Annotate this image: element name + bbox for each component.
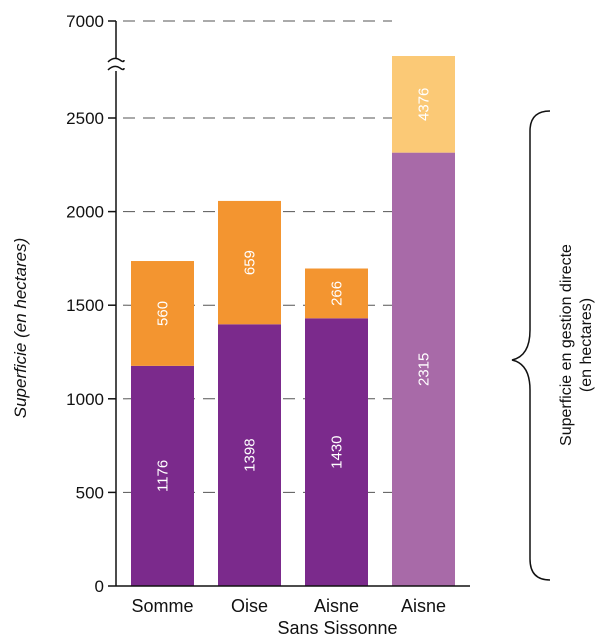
y-tick-label: 1000 [66, 390, 104, 409]
bar-upper [131, 261, 194, 366]
bar-upper-value-label: 4376 [416, 88, 433, 121]
y-tick-labels: 0 500 1000 1500 2000 2500 7000 [66, 12, 116, 596]
bar-upper-value-label: 659 [242, 250, 259, 275]
brace-note-line: (en hectares) [578, 298, 595, 392]
bar-lower [218, 324, 281, 586]
y-axis-title: Superficie (en hectares) [11, 238, 30, 418]
bar-lower-value-label: 2315 [416, 353, 433, 386]
category-label: Aisne [314, 596, 359, 616]
curly-brace [511, 110, 551, 581]
y-tick-label: 500 [76, 483, 104, 502]
bars: 1176 560 1398 659 1430 266 2315 4376 [131, 56, 455, 586]
category-label: Somme [131, 596, 193, 616]
brace-note-line: Superficie en gestion directe [558, 244, 575, 446]
bar-lower [131, 365, 194, 586]
bar-upper [218, 200, 281, 325]
axis-break-mark-bottom [107, 65, 125, 71]
bar-upper-value-label: 560 [155, 301, 172, 326]
bar-lower-value-label: 1398 [242, 438, 259, 471]
y-tick-label: 1500 [66, 296, 104, 315]
bar-upper [392, 56, 455, 153]
bar-lower-value-label: 1176 [155, 460, 172, 492]
bar-lower-value-label: 1430 [329, 435, 346, 468]
y-tick-label: 0 [95, 577, 104, 596]
x-tick-labels: Sans Sissonne Somme Oise Aisne Aisne [131, 596, 446, 638]
axis-break-mark-top [107, 57, 125, 63]
category-label: Aisne [401, 596, 446, 616]
y-tick-label: 7000 [66, 12, 104, 31]
category-label: Oise [231, 596, 268, 616]
bar-upper [305, 268, 368, 319]
bar-lower [392, 152, 455, 586]
bar-lower [305, 318, 368, 586]
category-sublabel: Sans Sissonne [277, 618, 397, 638]
bar-upper-value-label: 266 [329, 281, 346, 306]
y-axis [107, 21, 470, 587]
y-tick-label: 2000 [66, 203, 104, 222]
y-tick-label: 2500 [66, 109, 104, 128]
brace-note: Superficie en gestion directe (en hectare… [558, 244, 595, 446]
